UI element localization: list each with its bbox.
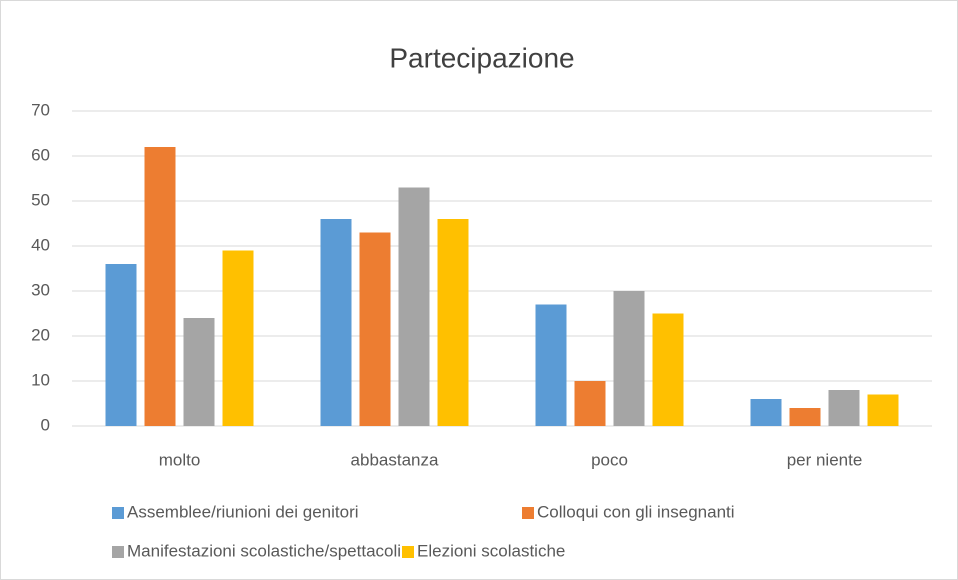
bar [105, 264, 137, 426]
bar [535, 304, 567, 426]
bar [574, 381, 606, 426]
legend-swatch [402, 546, 414, 558]
y-tick-label: 20 [31, 325, 50, 344]
legend-label: Elezioni scolastiche [417, 541, 565, 560]
y-tick-label: 30 [31, 280, 50, 299]
legend-label: Manifestazioni scolastiche/spettacoli [127, 541, 401, 560]
y-tick-label: 50 [31, 190, 50, 209]
legend-swatch [112, 507, 124, 519]
y-tick-label: 60 [31, 145, 50, 164]
bar [867, 394, 899, 426]
x-tick-label: poco [591, 450, 628, 469]
y-tick-label: 70 [31, 100, 50, 119]
bar [613, 291, 645, 426]
chart-title: Partecipazione [389, 42, 574, 73]
y-tick-label: 10 [31, 370, 50, 389]
legend-swatch [522, 507, 534, 519]
bar [144, 147, 176, 426]
bar [320, 219, 352, 426]
legend-label: Assemblee/riunioni dei genitori [127, 502, 359, 521]
y-tick-label: 40 [31, 235, 50, 254]
bar [222, 250, 254, 426]
y-tick-label: 0 [41, 415, 50, 434]
bar [359, 232, 391, 426]
x-tick-label: molto [159, 450, 201, 469]
bar [437, 219, 469, 426]
x-tick-label: per niente [787, 450, 863, 469]
legend-label: Colloqui con gli insegnanti [537, 502, 735, 521]
bar [789, 408, 821, 426]
bar [398, 187, 430, 426]
x-tick-label: abbastanza [351, 450, 439, 469]
bar [183, 318, 215, 426]
bar [828, 390, 860, 426]
bar [750, 399, 782, 426]
legend-swatch [112, 546, 124, 558]
bar [652, 313, 684, 426]
